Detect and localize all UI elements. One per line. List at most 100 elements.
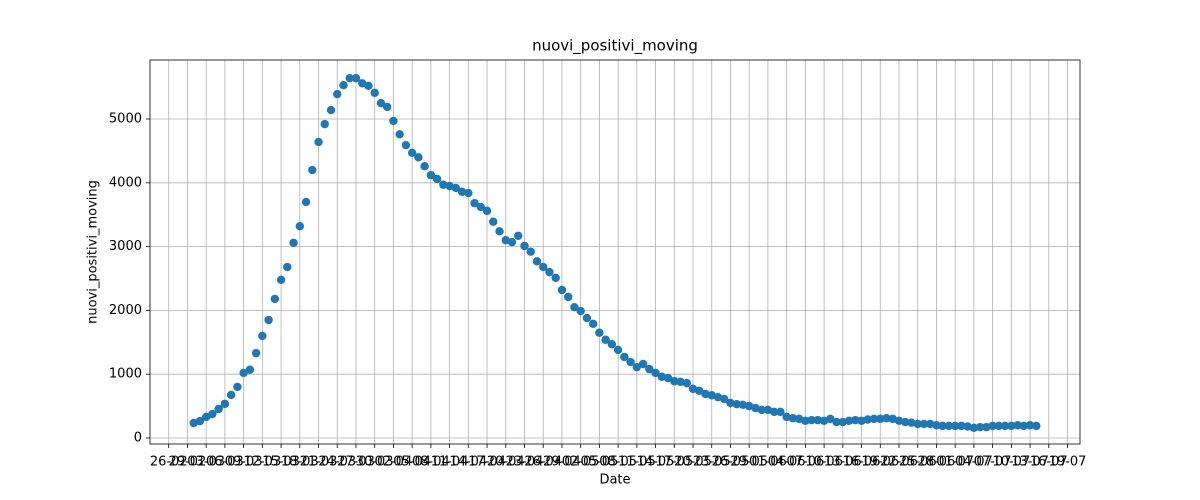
point xyxy=(695,386,704,395)
x-tick-label: 05-04 xyxy=(393,455,431,470)
point xyxy=(607,340,617,349)
point xyxy=(195,416,205,426)
x-tick-label: 26-05 xyxy=(712,455,750,470)
x-tick-label: 14-05 xyxy=(637,455,675,470)
x-axis-label: Date xyxy=(599,473,630,488)
point xyxy=(720,394,729,404)
x-tick-label: 08-05 xyxy=(599,455,637,470)
x-tick-label: 12-03 xyxy=(243,455,281,470)
point xyxy=(826,414,835,424)
point xyxy=(395,130,404,139)
point xyxy=(1013,421,1022,430)
x-tick-label: 11-05 xyxy=(618,455,656,470)
y-tick-label: 2000 xyxy=(109,303,142,318)
point xyxy=(214,404,223,414)
x-tick-label: 07-06 xyxy=(786,455,824,470)
point xyxy=(570,303,579,312)
point xyxy=(838,417,848,427)
point xyxy=(738,400,748,410)
x-tick-label: 25-06 xyxy=(899,455,937,470)
point xyxy=(950,421,960,431)
point xyxy=(944,421,954,431)
point xyxy=(489,217,498,226)
point xyxy=(507,237,517,247)
point xyxy=(220,399,230,409)
point xyxy=(832,417,841,427)
plot-area: 0 1000 2000 3000 4000 5000 26-0229-0203-0306-0… xyxy=(109,60,1087,470)
x-tick-label: 18-03 xyxy=(281,455,319,470)
point xyxy=(464,188,473,198)
point xyxy=(520,241,529,251)
x-tick-label: 23-04 xyxy=(506,455,544,470)
point xyxy=(451,183,461,193)
x-tick-label: 28-06 xyxy=(918,455,956,470)
point xyxy=(645,364,654,374)
point xyxy=(788,414,798,423)
point xyxy=(957,421,966,431)
x-tick-label: 01-06 xyxy=(749,455,787,470)
axes-frame xyxy=(149,59,1081,445)
x-tick-label: 30-03 xyxy=(356,455,394,470)
x-tick-label: 05-05 xyxy=(581,455,619,470)
point xyxy=(851,415,860,425)
y-tick-label: 0 xyxy=(134,431,142,446)
point xyxy=(389,116,398,126)
x-tick-label: 26-04 xyxy=(524,455,562,470)
point xyxy=(588,319,598,329)
point xyxy=(301,197,311,207)
point xyxy=(345,73,354,83)
x-tick-label: 03-03 xyxy=(187,455,225,470)
point xyxy=(432,174,442,184)
point xyxy=(426,170,436,180)
point xyxy=(333,89,342,99)
point xyxy=(551,273,560,283)
point xyxy=(470,199,479,208)
point xyxy=(876,414,885,424)
point xyxy=(407,148,417,158)
x-tick-label: 11-04 xyxy=(431,455,469,470)
x-tick-label: 29-04 xyxy=(543,455,581,470)
point xyxy=(969,423,979,432)
y-tick-label: 5000 xyxy=(109,112,142,127)
point xyxy=(532,257,542,266)
point xyxy=(545,267,554,277)
point xyxy=(482,206,492,216)
point xyxy=(988,421,997,431)
x-tick-label: 16-06 xyxy=(843,455,881,470)
point xyxy=(913,419,922,429)
point xyxy=(801,416,810,425)
point xyxy=(201,412,211,422)
point xyxy=(1000,421,1010,431)
point xyxy=(351,73,361,83)
x-tick-label: 02-04 xyxy=(375,455,413,470)
x-tick-label: 22-06 xyxy=(880,455,918,470)
point xyxy=(1019,421,1029,431)
x-tick-label: 24-03 xyxy=(318,455,356,470)
point xyxy=(239,368,248,378)
point xyxy=(994,421,1004,431)
point xyxy=(907,418,916,427)
x-tick-label: 04-06 xyxy=(768,455,806,470)
x-tick-label: 10-07 xyxy=(992,455,1030,470)
point xyxy=(283,262,292,272)
point xyxy=(514,231,523,240)
point xyxy=(276,275,286,284)
x-tick-label: 19-07 xyxy=(1049,455,1087,470)
point xyxy=(576,306,585,316)
x-tick-label: 01-07 xyxy=(936,455,974,470)
point xyxy=(613,345,623,355)
point xyxy=(208,409,217,419)
point xyxy=(670,377,679,386)
point xyxy=(632,362,642,372)
point xyxy=(807,415,816,425)
point xyxy=(919,419,929,429)
point xyxy=(782,412,791,422)
point xyxy=(882,414,891,423)
point xyxy=(439,180,448,189)
point xyxy=(376,98,386,108)
x-tick-label: 26-02 xyxy=(150,455,188,470)
point xyxy=(270,294,280,304)
x-tick-label: 09-03 xyxy=(225,455,263,470)
x-tick-label: 29-02 xyxy=(169,455,207,470)
